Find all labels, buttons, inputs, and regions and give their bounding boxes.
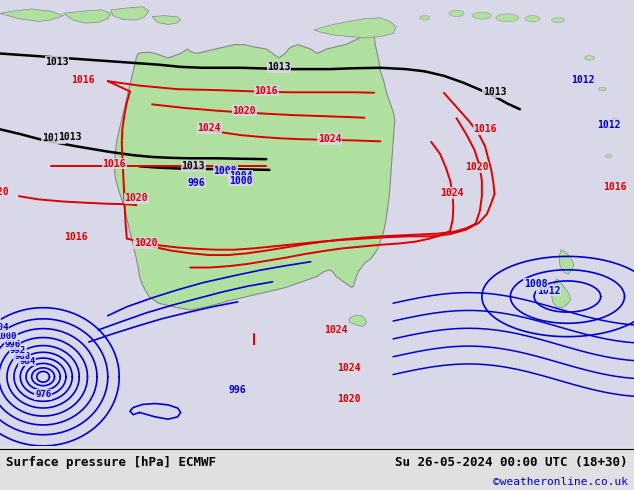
Polygon shape [449, 10, 464, 17]
Text: 1008: 1008 [213, 166, 237, 176]
Polygon shape [559, 250, 574, 274]
Text: 1012: 1012 [597, 120, 621, 130]
Polygon shape [0, 0, 634, 446]
Text: 1004: 1004 [229, 171, 253, 181]
Polygon shape [114, 31, 395, 310]
Text: 976: 976 [35, 390, 51, 399]
Text: 1016: 1016 [70, 75, 94, 85]
Text: 1016: 1016 [603, 182, 627, 192]
Text: 1016: 1016 [102, 159, 126, 169]
Text: 020: 020 [0, 187, 9, 197]
Polygon shape [496, 14, 519, 22]
Polygon shape [552, 17, 564, 23]
Text: 1012: 1012 [536, 286, 560, 296]
Text: 1013: 1013 [58, 132, 82, 142]
Polygon shape [472, 12, 491, 19]
Text: 992: 992 [10, 346, 26, 355]
Text: 988: 988 [14, 352, 30, 361]
Polygon shape [552, 279, 571, 308]
Polygon shape [111, 7, 149, 20]
Text: 1000: 1000 [0, 332, 17, 341]
Text: 1020: 1020 [337, 394, 361, 404]
Text: 1024: 1024 [197, 123, 221, 133]
Text: 1013: 1013 [181, 161, 205, 172]
Text: 1008: 1008 [524, 279, 548, 289]
Polygon shape [0, 9, 63, 22]
Text: 1013: 1013 [267, 62, 291, 73]
Polygon shape [605, 155, 612, 157]
Text: 996: 996 [188, 178, 205, 188]
Text: 996: 996 [229, 385, 247, 395]
Text: 1016: 1016 [473, 124, 497, 134]
Polygon shape [314, 18, 396, 38]
Text: Su 26-05-2024 00:00 UTC (18+30): Su 26-05-2024 00:00 UTC (18+30) [395, 456, 628, 469]
Polygon shape [525, 16, 540, 22]
Text: 1024: 1024 [439, 188, 463, 198]
Polygon shape [420, 16, 430, 20]
Text: 1013: 1013 [45, 56, 69, 67]
Text: 996: 996 [4, 340, 21, 349]
Polygon shape [598, 87, 606, 91]
Text: 1020: 1020 [465, 162, 489, 172]
Polygon shape [0, 446, 634, 490]
Text: 1024: 1024 [337, 363, 361, 373]
Text: 1020: 1020 [134, 238, 158, 248]
Text: 1016: 1016 [254, 86, 278, 96]
Polygon shape [152, 16, 181, 24]
Text: 1013: 1013 [482, 87, 507, 98]
Polygon shape [63, 10, 111, 23]
Text: 1000: 1000 [229, 175, 253, 186]
Text: 1020: 1020 [232, 105, 256, 116]
Text: 1024: 1024 [318, 134, 342, 144]
Text: 1012: 1012 [571, 75, 595, 85]
Polygon shape [611, 119, 619, 122]
Text: Surface pressure [hPa] ECMWF: Surface pressure [hPa] ECMWF [6, 456, 216, 469]
Text: ©weatheronline.co.uk: ©weatheronline.co.uk [493, 477, 628, 487]
Text: 984: 984 [19, 357, 36, 366]
Text: 1004: 1004 [0, 323, 8, 332]
Text: 1016: 1016 [64, 232, 88, 242]
Text: 1013: 1013 [42, 133, 66, 143]
Polygon shape [349, 315, 366, 326]
Text: 1020: 1020 [124, 194, 148, 203]
Polygon shape [585, 56, 595, 60]
Text: 1024: 1024 [324, 325, 348, 335]
